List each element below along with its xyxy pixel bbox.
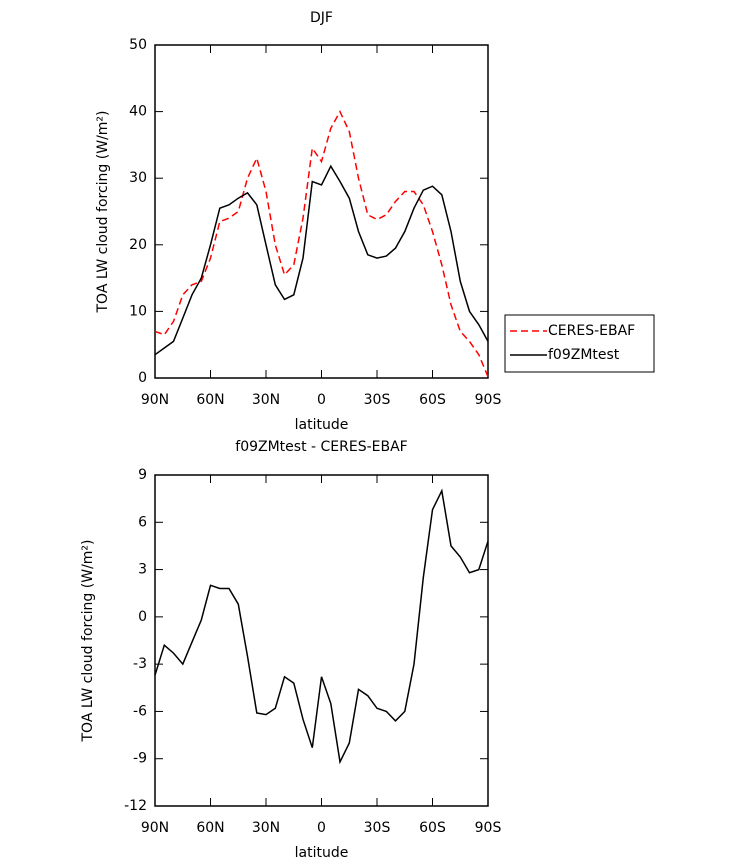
x-tick-label: 30S — [364, 392, 391, 408]
data-line — [154, 488, 489, 765]
chart-title: f09ZMtest - CERES-EBAF — [235, 439, 407, 455]
y-tick-label: 10 — [129, 303, 147, 319]
x-tick-label: 90S — [475, 392, 502, 408]
y-tick-label: 6 — [138, 514, 147, 530]
x-tick-label: 60N — [196, 820, 224, 836]
x-axis-label: latitude — [295, 417, 349, 433]
x-tick-label: 90N — [141, 392, 169, 408]
data-line — [154, 164, 489, 356]
y-tick-label: 9 — [138, 467, 147, 483]
x-tick-label: 0 — [317, 392, 326, 408]
plot-frame — [154, 474, 489, 807]
y-tick-label: 30 — [129, 170, 147, 186]
legend-box — [504, 314, 655, 373]
x-tick-label: 30N — [252, 392, 280, 408]
y-axis-label: TOA LW cloud forcing (W/m²) — [95, 111, 111, 314]
y-tick-label: -6 — [133, 703, 147, 719]
chart-title: DJF — [310, 10, 333, 26]
y-tick-label: -3 — [133, 656, 147, 672]
x-tick-label: 60S — [419, 820, 446, 836]
x-tick-label: 0 — [317, 820, 326, 836]
y-tick-label: -12 — [124, 798, 147, 814]
y-axis-label: TOA LW cloud forcing (W/m²) — [80, 540, 96, 743]
x-tick-label: 60S — [419, 392, 446, 408]
legend-label: CERES-EBAF — [548, 323, 635, 339]
y-tick-label: -9 — [133, 751, 147, 767]
data-line — [154, 109, 489, 377]
x-axis-label: latitude — [295, 845, 349, 861]
legend-label: f09ZMtest — [548, 347, 620, 363]
y-tick-label: 50 — [129, 37, 147, 53]
x-tick-label: 30N — [252, 820, 280, 836]
y-tick-label: 0 — [138, 609, 147, 625]
x-tick-label: 90N — [141, 820, 169, 836]
x-tick-label: 30S — [364, 820, 391, 836]
x-tick-label: 90S — [475, 820, 502, 836]
x-tick-label: 60N — [196, 392, 224, 408]
y-tick-label: 0 — [138, 370, 147, 386]
y-tick-label: 3 — [138, 562, 147, 578]
y-tick-label: 40 — [129, 104, 147, 120]
y-tick-label: 20 — [129, 237, 147, 253]
plot-frame — [154, 44, 489, 379]
